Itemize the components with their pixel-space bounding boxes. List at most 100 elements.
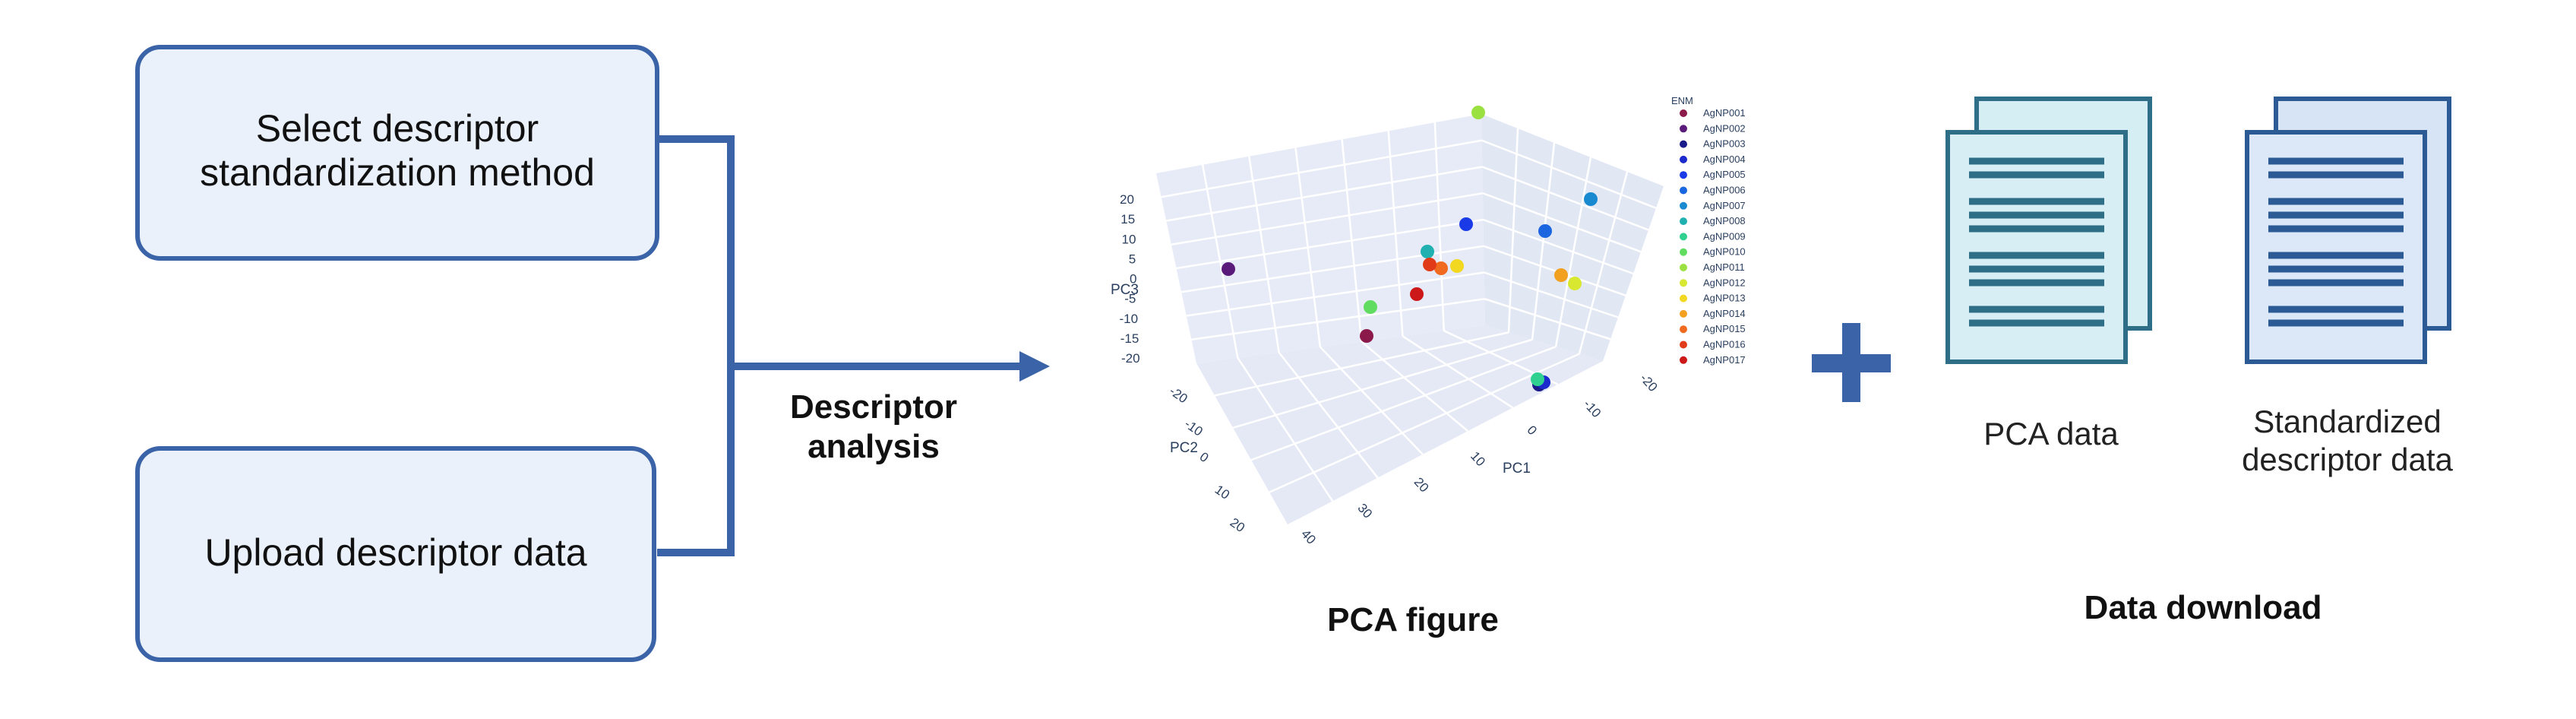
flow-arrow-head [1019,351,1050,382]
descriptor-analysis-label: Descriptor analysis [760,388,988,467]
grid-line [1237,357,1334,502]
tick-label: -15 [1120,331,1139,346]
legend-label: AgNP004 [1703,154,1746,165]
grid-line [1191,298,1485,340]
standardized-data-caption: Standardized descriptor data [2203,403,2492,479]
descriptor-analysis-line-1: Descriptor [789,388,958,426]
plus-icon [1812,323,1891,402]
grid-line [1531,142,1556,340]
data-download-title: Data download [2084,589,2322,626]
standardized-data-document-icon [2245,97,2451,364]
tick-label: -5 [1124,292,1136,306]
data-point [1421,245,1434,258]
tick-label: 15 [1120,212,1135,226]
data-points [1222,106,1598,391]
legend-marker [1680,125,1687,133]
grid-line [1186,271,1484,317]
legend-marker [1680,325,1687,334]
pca-data-document-icon [1945,97,2152,364]
tick-label: 10 [1468,448,1488,469]
grid-line [1278,351,1379,479]
pc3-axis-label: PC3 [1111,282,1139,298]
legend-label: AgNP003 [1703,138,1746,150]
data-point [1554,268,1568,282]
data-point [1410,287,1424,301]
legend-marker [1680,279,1687,287]
grid-line [1319,346,1424,455]
standardized-data-line-2: descriptor data [2242,442,2453,477]
grid-line [1484,298,1611,340]
grid-line [1481,139,1657,209]
data-point [1423,258,1437,271]
legend-label: AgNP015 [1703,323,1746,334]
grid-line [1402,335,1514,409]
grid-line [1294,147,1322,347]
back-wall-pc3 [1156,114,1485,363]
legend-label: AgNP010 [1703,246,1746,258]
descriptor-analysis-line-2: analysis [808,428,940,465]
data-point [1360,329,1373,343]
legend-marker [1680,264,1687,271]
bracket-connector [657,135,735,556]
tick-label: -20 [1121,351,1140,366]
tick-label: -10 [1120,312,1139,326]
legend-marker [1680,294,1687,302]
legend-label: AgNP008 [1703,215,1746,226]
select-method-label: Select descriptor standardization method [137,106,657,195]
legend-marker [1680,109,1687,117]
tick-label: -20 [1637,371,1661,394]
legend-label: AgNP013 [1703,293,1746,304]
legend-label: AgNP014 [1703,308,1746,319]
tick-label: 0 [1524,423,1539,438]
legend-label: AgNP007 [1703,200,1746,211]
tick-label: 0 [1197,449,1212,465]
legend-marker [1680,309,1687,318]
legend-label: AgNP002 [1703,122,1746,134]
grid-line [1361,340,1468,432]
grid-line [1507,128,1519,333]
grid-line [1171,192,1484,245]
grid-line [1483,218,1634,275]
pc1-axis-label: PC1 [1503,461,1531,477]
pca-legend: ENM AgNP001 AgNP002 AgNP003 AgNP004 AgNP005 A… [1671,95,1746,366]
tick-label: 20 [1411,475,1432,496]
legend-marker [1680,155,1687,163]
data-point [1531,372,1544,386]
tick-label: 5 [1129,252,1136,266]
data-point [1584,192,1598,206]
tick-label: 20 [1228,515,1247,535]
legend-label: AgNP016 [1703,339,1746,350]
grid-line [1232,338,1533,429]
select-method-line-2: standardization method [200,151,595,194]
grid-line [1554,157,1592,347]
grid-line [1481,166,1649,231]
data-point [1568,277,1582,290]
legend-label: AgNP012 [1703,277,1746,288]
legend-marker [1680,248,1687,256]
data-point [1434,261,1448,275]
legend-marker [1680,233,1687,241]
grid-line [1387,131,1404,337]
pca-data-caption: PCA data [1983,416,2119,451]
grid-line [1248,156,1280,353]
grid-line [1250,346,1557,461]
upload-data-label: Upload descriptor data [204,531,587,574]
grid-line [1484,271,1619,318]
grid-line [1161,139,1482,198]
legend-label: AgNP006 [1703,185,1746,196]
data-point [1459,217,1473,231]
data-point [1471,106,1485,119]
tick-label: 20 [1120,192,1134,207]
legend-marker [1680,171,1687,179]
grid-line [1269,353,1580,493]
legend-marker [1680,217,1687,226]
select-method-line-1: Select descriptor [255,107,539,150]
legend-marker [1680,186,1687,195]
legend-marker [1680,140,1687,148]
pc2-axis-label: PC2 [1170,440,1198,456]
grid-line [1578,171,1629,354]
select-method-box [135,45,659,261]
data-point [1364,300,1377,314]
